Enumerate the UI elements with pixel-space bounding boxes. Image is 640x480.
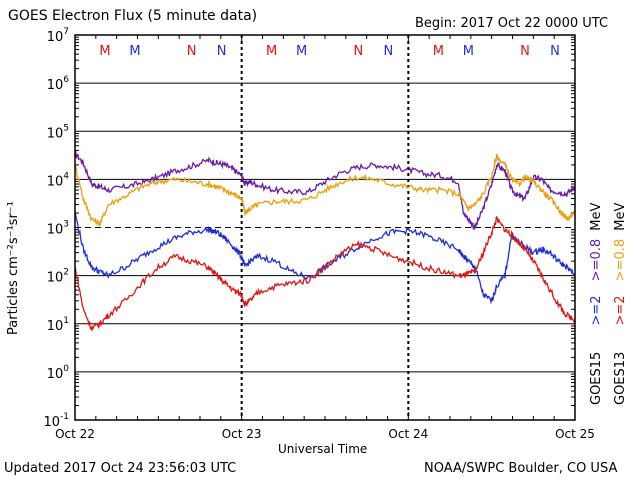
legend-goes15: GOES15 >=2 >=0.8 MeV [589, 203, 604, 405]
chart-title: GOES Electron Flux (5 minute data) [8, 8, 258, 24]
marker-10: N [520, 44, 530, 59]
marker-5: M [296, 44, 307, 59]
y-tick-label-5: 104 [47, 171, 70, 189]
series-line-3 [74, 215, 576, 331]
legend-goes13-label: GOES13 [613, 351, 628, 405]
y-axis-label: Particles cm⁻²s⁻¹sr⁻¹ [6, 201, 21, 335]
legend-goes13: GOES13 >=2 >=0.8 MeV [613, 203, 628, 405]
begin-time: Begin: 2017 Oct 22 0000 UTC [415, 16, 609, 31]
legend-goes15-label: GOES15 [589, 351, 604, 405]
marker-2: N [187, 44, 197, 59]
legend-goes15-low: >=2 [589, 295, 604, 326]
marker-11: N [550, 44, 560, 59]
series-line-2 [74, 213, 576, 305]
updated-time: Updated 2017 Oct 24 23:56:03 UTC [4, 461, 237, 476]
marker-3: N [217, 44, 227, 59]
legend-goes15-high: >=0.8 [589, 238, 604, 282]
y-tick-label-0: 10-1 [43, 412, 69, 430]
y-axis-label-text: Particles cm⁻²s⁻¹sr⁻¹ [6, 201, 21, 335]
y-tick-label-4: 103 [47, 220, 69, 238]
x-tick-label-0: Oct 22 [55, 427, 95, 441]
marker-6: N [353, 44, 363, 59]
x-tick-label-2: Oct 24 [388, 427, 428, 441]
y-tick-label-8: 107 [47, 27, 69, 45]
y-tick-label-7: 106 [47, 75, 70, 93]
marker-1: M [129, 44, 140, 59]
marker-8: M [433, 44, 444, 59]
legend-goes13-unit: MeV [613, 202, 628, 231]
y-tick-label-6: 105 [47, 123, 69, 141]
series-line-1 [74, 153, 576, 226]
x-tick-label-3: Oct 25 [555, 427, 595, 441]
x-tick-label-1: Oct 23 [222, 427, 262, 441]
x-axis-label: Universal Time [278, 442, 368, 456]
legend-goes13-high: >=0.8 [613, 238, 628, 282]
marker-7: N [383, 44, 393, 59]
legend-goes15-unit: MeV [589, 202, 604, 231]
plot-frame [74, 34, 576, 421]
legend-goes13-low: >=2 [613, 295, 628, 326]
marker-0: M [99, 44, 110, 59]
y-tick-label-2: 101 [47, 316, 69, 334]
credit: NOAA/SWPC Boulder, CO USA [424, 461, 618, 476]
y-tick-label-3: 102 [47, 268, 69, 286]
y-tick-label-1: 100 [47, 364, 70, 382]
series-line-0 [74, 150, 576, 231]
marker-9: M [463, 44, 474, 59]
marker-4: M [266, 44, 277, 59]
